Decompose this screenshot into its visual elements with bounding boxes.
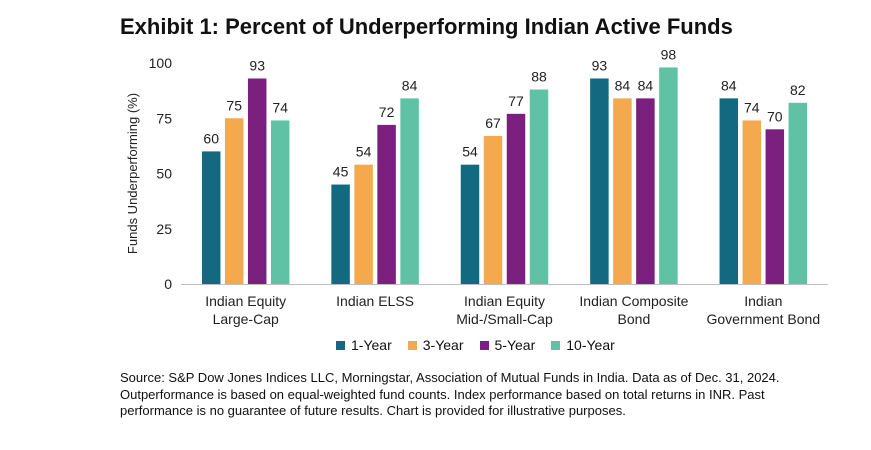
- data-label: 98: [661, 46, 677, 62]
- bar-3-year: [742, 120, 762, 285]
- legend-label: 5-Year: [494, 337, 536, 353]
- legend-swatch: [407, 340, 417, 350]
- data-label: 82: [790, 82, 806, 98]
- data-label: 45: [333, 164, 349, 180]
- legend-label: 1-Year: [351, 337, 392, 353]
- y-axis: 0 25 50 75 100 Funds Underperforming (%): [125, 55, 172, 292]
- x-tick-label: Indian Equity: [205, 293, 286, 309]
- legend-item: 1-Year: [336, 337, 392, 353]
- legend-item: 5-Year: [479, 337, 536, 353]
- bar-5-year: [765, 129, 785, 284]
- legend-swatch: [479, 340, 489, 350]
- bars: [201, 67, 808, 285]
- data-label: 75: [226, 97, 242, 113]
- bar-3-year: [224, 118, 244, 284]
- x-tick-label: Government Bond: [706, 311, 820, 327]
- bar-1-year: [460, 164, 480, 284]
- bar-10-year: [400, 98, 419, 284]
- data-label: 93: [249, 57, 265, 73]
- x-tick-label: Indian ELSS: [336, 293, 414, 309]
- bar-1-year: [590, 78, 609, 284]
- bar-3-year: [483, 135, 503, 284]
- bar-10-year: [788, 102, 808, 284]
- bar-3-year: [354, 164, 373, 284]
- data-label: 88: [531, 69, 547, 85]
- x-tick-label: Large-Cap: [213, 311, 279, 327]
- data-label: 70: [767, 108, 783, 124]
- data-label: 84: [615, 77, 631, 93]
- legend-label: 10-Year: [566, 337, 615, 353]
- x-axis: Indian Equity Large-Cap Indian ELSS Indian …: [181, 284, 828, 327]
- chart-title: Exhibit 1: Percent of Underperforming In…: [120, 14, 733, 39]
- bar-1-year: [331, 184, 350, 284]
- y-tick-label: 0: [164, 276, 172, 292]
- data-label: 77: [508, 93, 524, 109]
- bar-3-year: [613, 98, 632, 284]
- data-label: 84: [402, 77, 418, 93]
- data-label: 67: [485, 115, 501, 131]
- x-tick-label: Indian Composite: [579, 293, 688, 309]
- legend-item: 10-Year: [551, 337, 615, 353]
- bar-1-year: [719, 98, 739, 284]
- bar-1-year: [201, 151, 221, 284]
- y-tick-label: 50: [156, 166, 172, 182]
- data-label: 72: [379, 104, 395, 120]
- x-tick-label: Bond: [618, 311, 651, 327]
- source-note: Source: S&P Dow Jones Indices LLC, Morni…: [120, 370, 780, 418]
- bar-chart: 0 25 50 75 100 Funds Underperforming (%) 60 75…: [125, 46, 828, 327]
- bar-5-year: [636, 98, 655, 284]
- bar-5-year: [506, 113, 526, 284]
- data-label: 93: [592, 57, 608, 73]
- legend: 1-Year 3-Year 5-Year 10-Year: [336, 337, 615, 353]
- data-label: 74: [744, 99, 760, 115]
- data-label: 54: [462, 144, 478, 160]
- data-label: 54: [356, 144, 372, 160]
- x-tick-label: Indian: [744, 293, 782, 309]
- data-label: 74: [272, 99, 288, 115]
- legend-swatch: [551, 340, 561, 350]
- legend-label: 3-Year: [422, 337, 464, 353]
- y-tick-label: 100: [149, 55, 173, 71]
- y-axis-title: Funds Underperforming (%): [125, 93, 140, 254]
- y-tick-label: 75: [156, 110, 172, 126]
- bar-5-year: [247, 78, 267, 284]
- data-label: 84: [638, 77, 654, 93]
- bar-10-year: [529, 89, 549, 285]
- bar-10-year: [270, 120, 290, 285]
- legend-swatch: [336, 340, 345, 350]
- data-label: 84: [721, 77, 737, 93]
- bar-10-year: [659, 67, 678, 284]
- x-tick-label: Indian Equity: [464, 293, 545, 309]
- data-labels: 60 75 93 74 45 54 72 84 54 67 77 88 93 84 84 98 84 74 70 82: [203, 46, 805, 179]
- x-tick-label: Mid-/Small-Cap: [456, 311, 553, 327]
- bar-5-year: [377, 124, 396, 284]
- legend-item: 3-Year: [407, 337, 464, 353]
- y-tick-label: 25: [156, 221, 172, 237]
- data-label: 60: [203, 130, 219, 146]
